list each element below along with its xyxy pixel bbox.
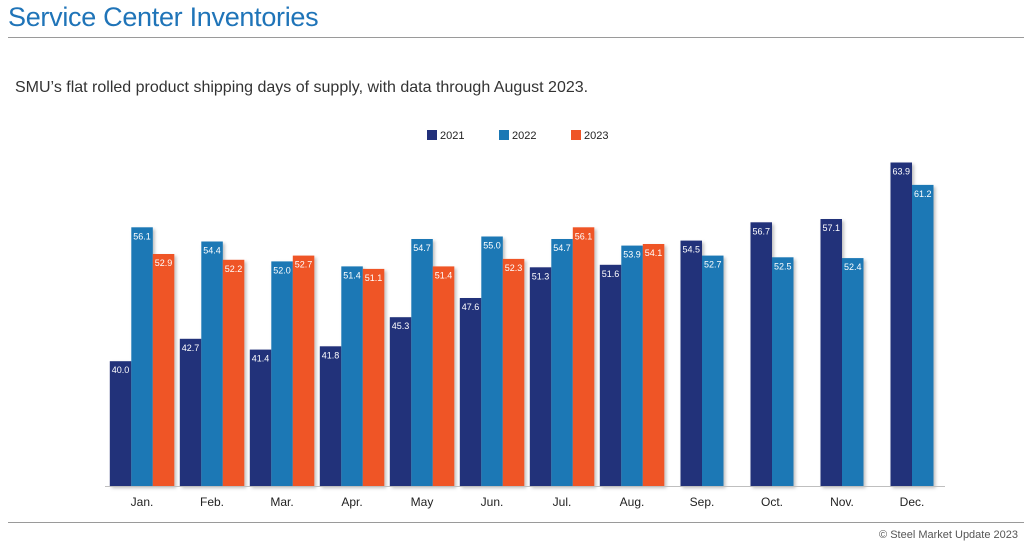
bar-2022-jul (551, 239, 573, 486)
data-label-2022-jul: 54.7 (553, 243, 571, 253)
data-label-2022-aug: 53.9 (623, 250, 641, 260)
bars-group: 40.0 56.1 52.9 42.7 54.4 52.2 41.4 52.0 52.7 41.8… (109, 162, 934, 487)
legend-label-2023: 2023 (584, 130, 608, 142)
data-label-2022-sep: 52.7 (704, 260, 722, 270)
data-label-2022-may: 54.7 (413, 243, 431, 253)
bar-2022-nov (842, 258, 864, 486)
bar-2023-mar (292, 255, 315, 486)
data-label-2021-jul: 51.3 (532, 271, 550, 281)
x-tick-label: Nov. (830, 495, 854, 509)
bar-2022-apr (341, 266, 363, 486)
data-label-2022-oct: 52.5 (774, 261, 792, 271)
title-divider (8, 37, 1024, 38)
data-label-2022-apr: 51.4 (343, 270, 361, 280)
data-label-2022-dec: 61.2 (914, 189, 932, 199)
bar-2023-apr (362, 268, 385, 486)
bar-2023-feb (222, 259, 245, 486)
bar-2021-nov (820, 219, 842, 486)
bar-2022-may (411, 239, 433, 486)
data-label-2022-feb: 54.4 (203, 246, 221, 256)
data-label-2023-mar: 52.7 (295, 260, 313, 270)
x-tick-label: Oct. (761, 495, 783, 509)
legend-label-2022: 2022 (512, 130, 536, 142)
data-label-2021-aug: 51.6 (602, 269, 620, 279)
footer-divider (8, 522, 1024, 523)
data-label-2021-oct: 56.7 (753, 226, 771, 236)
bar-2022-dec (912, 184, 934, 486)
x-tick-label: Jun. (481, 495, 504, 509)
bar-2021-sep (680, 240, 702, 486)
data-label-2023-feb: 52.2 (225, 264, 243, 274)
data-label-2021-dec: 63.9 (893, 167, 911, 177)
bar-2022-aug (621, 245, 643, 486)
bar-2021-aug (599, 264, 622, 486)
bar-2022-oct (772, 257, 794, 486)
legend-swatch-2021 (427, 130, 437, 140)
data-label-2023-jul: 56.1 (575, 231, 593, 241)
bar-2022-feb (201, 241, 223, 486)
copyright-text: © Steel Market Update 2023 (879, 529, 1018, 541)
chart-legend: 2021 2022 2023 (427, 130, 608, 142)
data-label-2022-mar: 52.0 (273, 265, 291, 275)
bar-2021-feb (179, 338, 202, 486)
bar-2023-jun (502, 258, 525, 486)
bar-2022-jan (131, 227, 153, 487)
page-title: Service Center Inventories (8, 2, 319, 32)
data-label-2021-sep: 54.5 (683, 245, 701, 255)
data-label-2022-jun: 55.0 (483, 241, 501, 251)
legend-swatch-2023 (571, 130, 581, 140)
bar-2021-jan (109, 361, 132, 486)
bar-2021-jul (529, 267, 552, 486)
bar-2023-may (432, 266, 455, 486)
data-label-2021-mar: 41.4 (252, 354, 270, 364)
x-axis-ticks: Jan. Feb. Mar. Apr. May Jun. Jul. Aug. Sep. Oct. N… (131, 495, 925, 509)
bar-2021-apr (319, 346, 342, 486)
x-tick-label: Mar. (270, 495, 293, 509)
data-label-2023-may: 51.4 (435, 270, 453, 280)
bar-2023-jul (572, 227, 595, 487)
x-tick-label: Dec. (900, 495, 925, 509)
bar-2022-mar (271, 261, 293, 486)
data-label-2023-jan: 52.9 (155, 258, 173, 268)
x-tick-label: Jul. (553, 495, 572, 509)
x-tick-label: Apr. (341, 495, 362, 509)
x-tick-label: Aug. (620, 495, 645, 509)
data-label-2021-nov: 57.1 (823, 223, 841, 233)
bar-2021-may (389, 317, 412, 486)
data-label-2021-apr: 41.8 (322, 350, 340, 360)
data-label-2021-feb: 42.7 (182, 343, 200, 353)
data-label-2022-nov: 52.4 (844, 262, 862, 272)
data-label-2023-aug: 54.1 (645, 248, 663, 258)
bar-2021-oct (750, 222, 772, 487)
legend-swatch-2022 (499, 130, 509, 140)
bar-2022-jun (481, 236, 503, 486)
x-tick-label: Sep. (690, 495, 715, 509)
bar-2023-jan (152, 254, 175, 486)
data-label-2021-may: 45.3 (392, 321, 410, 331)
data-label-2021-jan: 40.0 (112, 365, 130, 375)
data-label-2023-jun: 52.3 (505, 263, 523, 273)
bar-2023-aug (642, 244, 665, 486)
bar-2021-jun (459, 298, 482, 486)
data-label-2022-jan: 56.1 (133, 231, 151, 241)
chart-subtitle: SMU’s flat rolled product shipping days … (15, 79, 589, 96)
bar-2022-sep (702, 255, 724, 486)
data-label-2021-jun: 47.6 (462, 302, 480, 312)
bar-2021-dec (890, 162, 912, 486)
bar-chart: 2021 2022 2023 40.0 56.1 52.9 42.7 54.4 52.2 41.… (105, 130, 945, 509)
bar-2021-mar (249, 349, 272, 486)
legend-label-2021: 2021 (440, 130, 464, 142)
data-label-2023-apr: 51.1 (365, 273, 383, 283)
x-tick-label: Jan. (131, 495, 154, 509)
x-tick-label: Feb. (200, 495, 224, 509)
x-tick-label: May (411, 495, 434, 509)
